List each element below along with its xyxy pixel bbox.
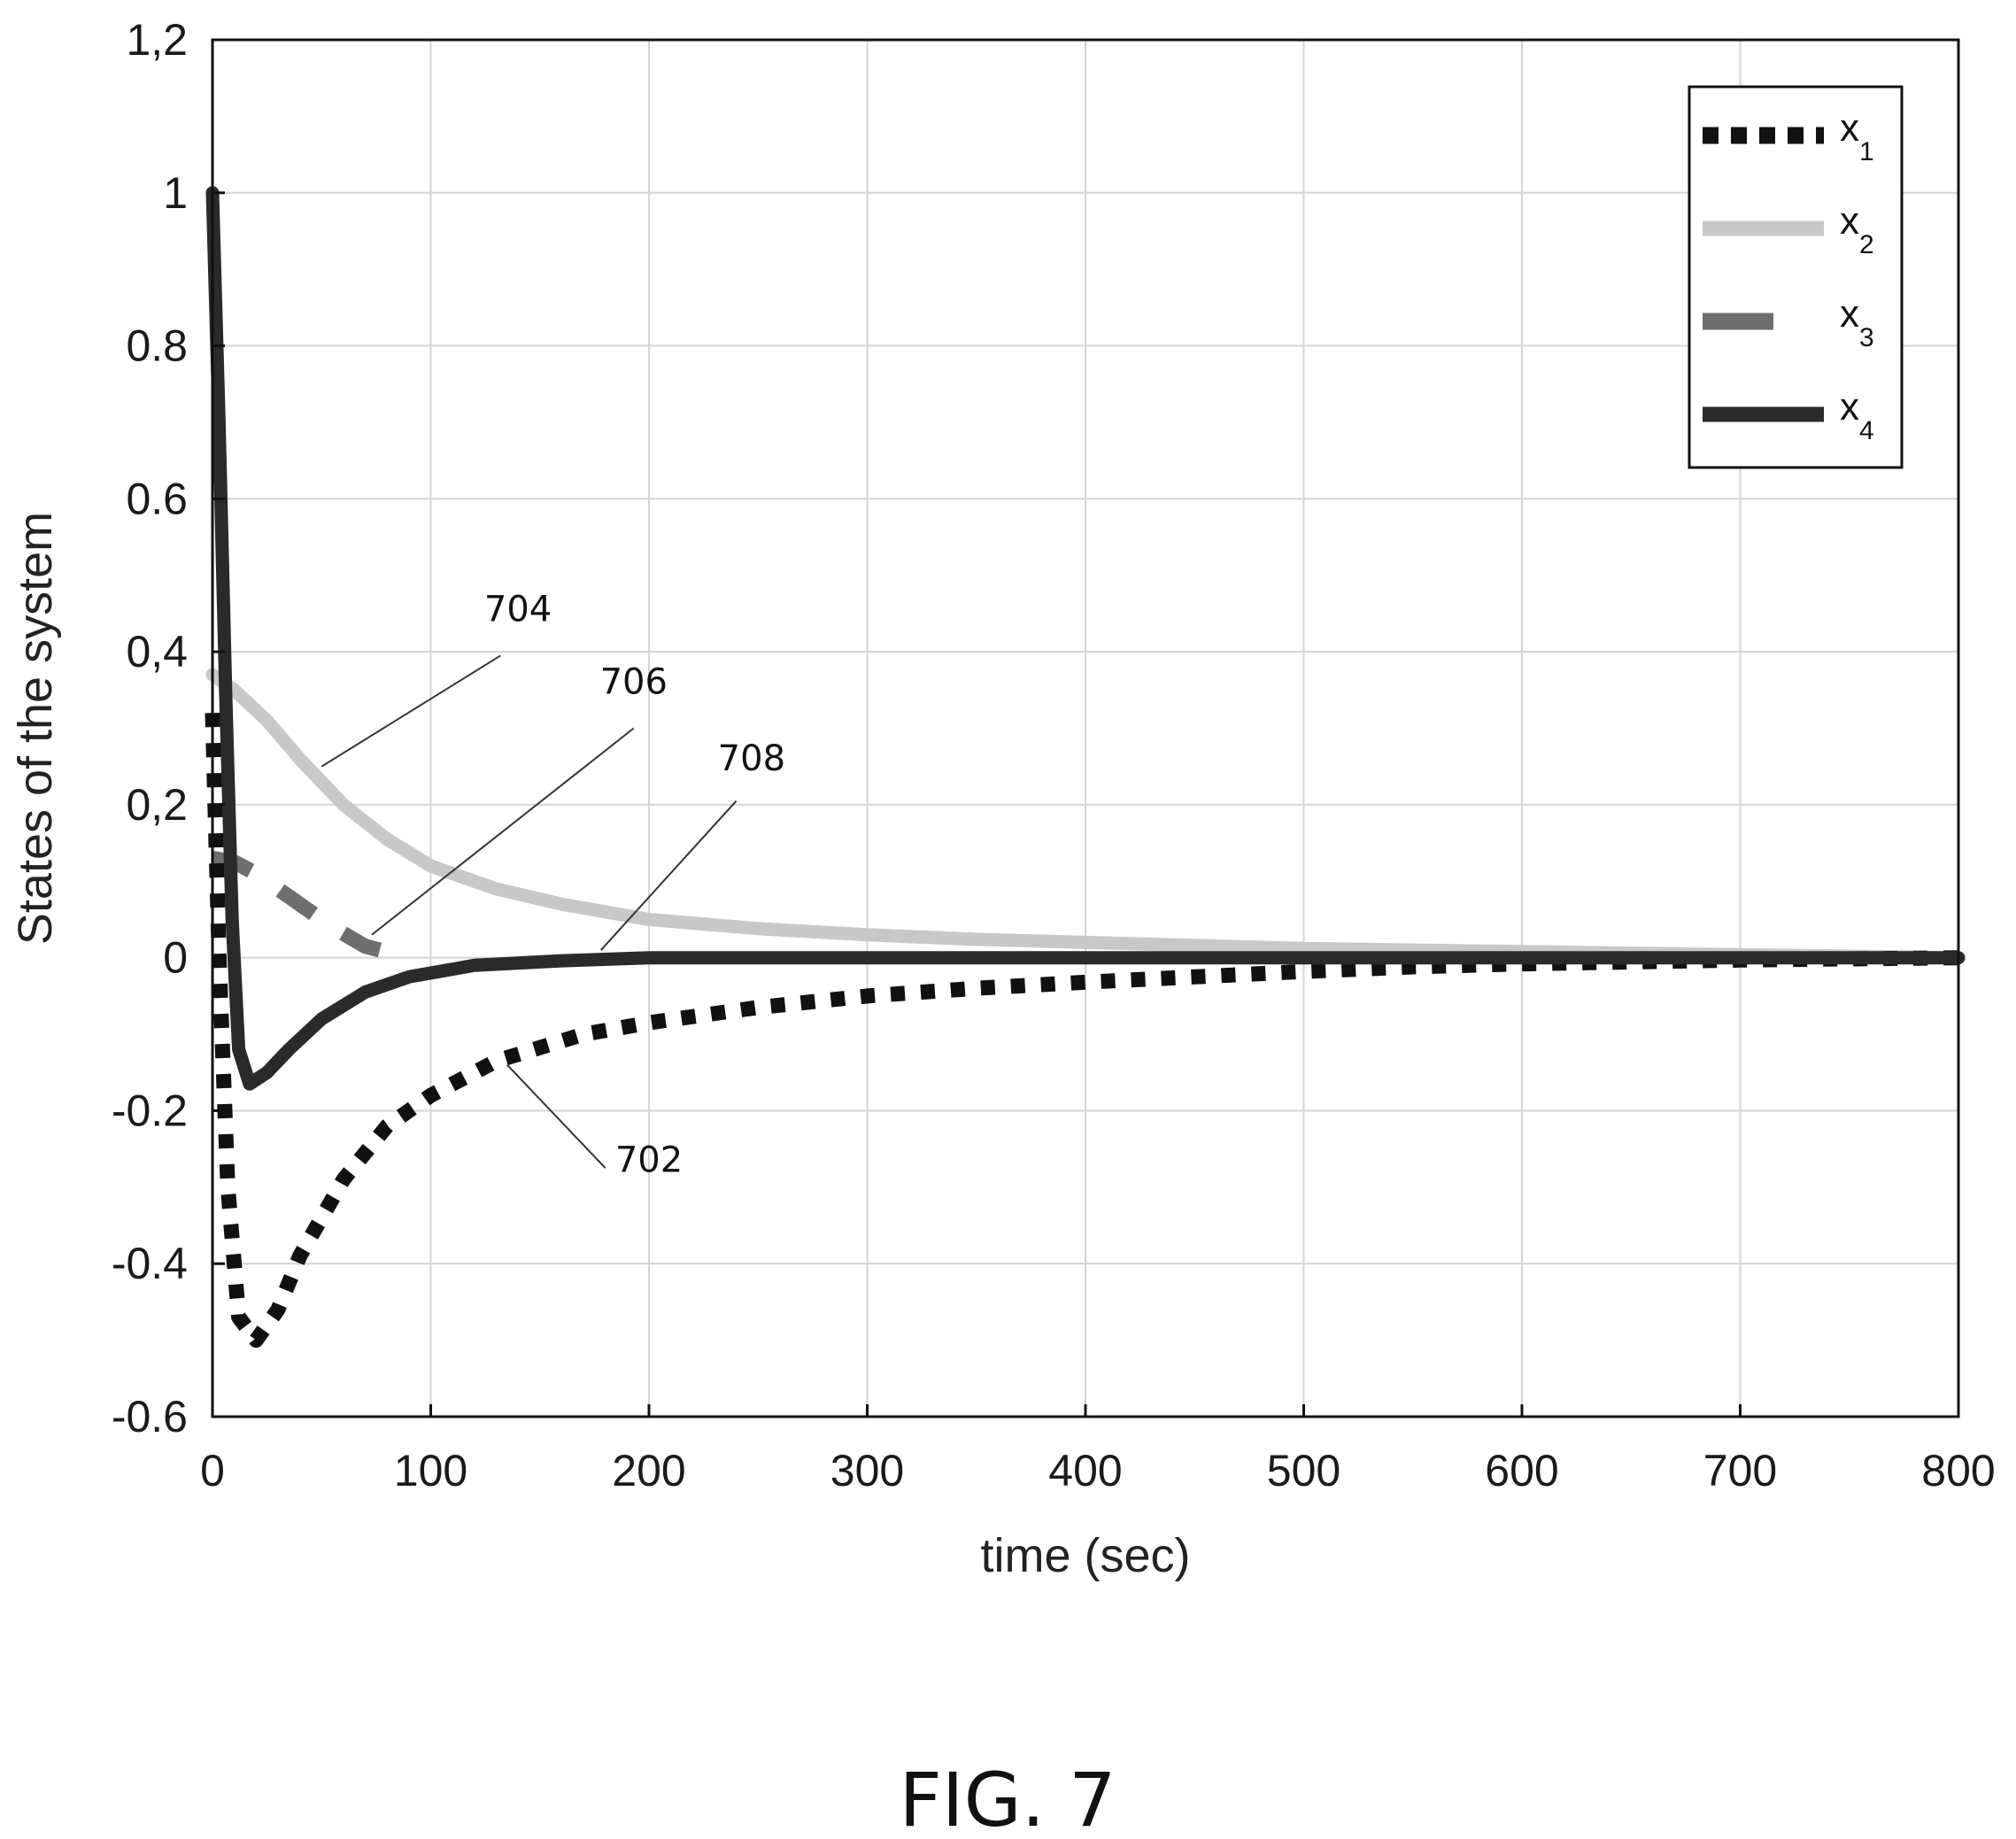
series-line-x3 <box>211 851 412 965</box>
y-tick-label: -0.2 <box>112 1086 188 1135</box>
x-tick-label: 0 <box>200 1446 225 1495</box>
series-line-x2 <box>205 668 1966 965</box>
annotation-label-704: 704 <box>484 590 552 630</box>
annotation-label-706: 706 <box>600 662 668 703</box>
y-tick-label: -0.6 <box>112 1392 188 1441</box>
legend-box <box>1688 85 1904 469</box>
x-tick-label: 600 <box>1485 1446 1558 1495</box>
y-tick-label: -0.4 <box>112 1239 188 1288</box>
x-axis-ticks: 0 100 200 300 400 500 600 700 800 <box>200 1404 1996 1495</box>
y-tick-label: 0.8 <box>126 321 188 371</box>
x-tick-label: 400 <box>1048 1446 1122 1495</box>
x-tick-label: 200 <box>612 1446 685 1495</box>
annotation-leader-708 <box>600 800 738 951</box>
series-line-x4 <box>205 186 1966 1091</box>
annotations-group: 704 706 708 702 <box>321 590 785 1181</box>
y-tick-label: 1,2 <box>126 15 188 65</box>
figure-caption: FIG. 7 <box>899 1757 1116 1839</box>
y-tick-label: 0 <box>163 933 188 983</box>
x-tick-label: 500 <box>1267 1446 1340 1495</box>
y-axis-label: States of the system <box>9 512 62 945</box>
annotation-label-702: 702 <box>615 1140 683 1181</box>
series-group <box>205 186 1966 1348</box>
y-tick-label: 0,4 <box>126 627 188 676</box>
x-tick-label: 800 <box>1921 1446 1995 1495</box>
y-axis-ticks: -0.6 -0.4 -0.2 0 0,2 0,4 0.6 0.8 1 1,2 <box>112 15 225 1441</box>
x-axis-label: time (sec) <box>980 1529 1190 1582</box>
y-tick-label: 0.6 <box>126 474 188 523</box>
y-tick-label: 0,2 <box>126 780 188 830</box>
annotation-leader-706 <box>371 727 635 936</box>
annotation-leader-704 <box>321 654 501 768</box>
x-tick-label: 300 <box>830 1446 904 1495</box>
x-tick-label: 700 <box>1703 1446 1777 1495</box>
annotation-label-708: 708 <box>718 738 785 779</box>
x-tick-label: 100 <box>394 1446 467 1495</box>
y-tick-label: 1 <box>163 168 188 218</box>
annotation-leader-702 <box>506 1063 606 1169</box>
